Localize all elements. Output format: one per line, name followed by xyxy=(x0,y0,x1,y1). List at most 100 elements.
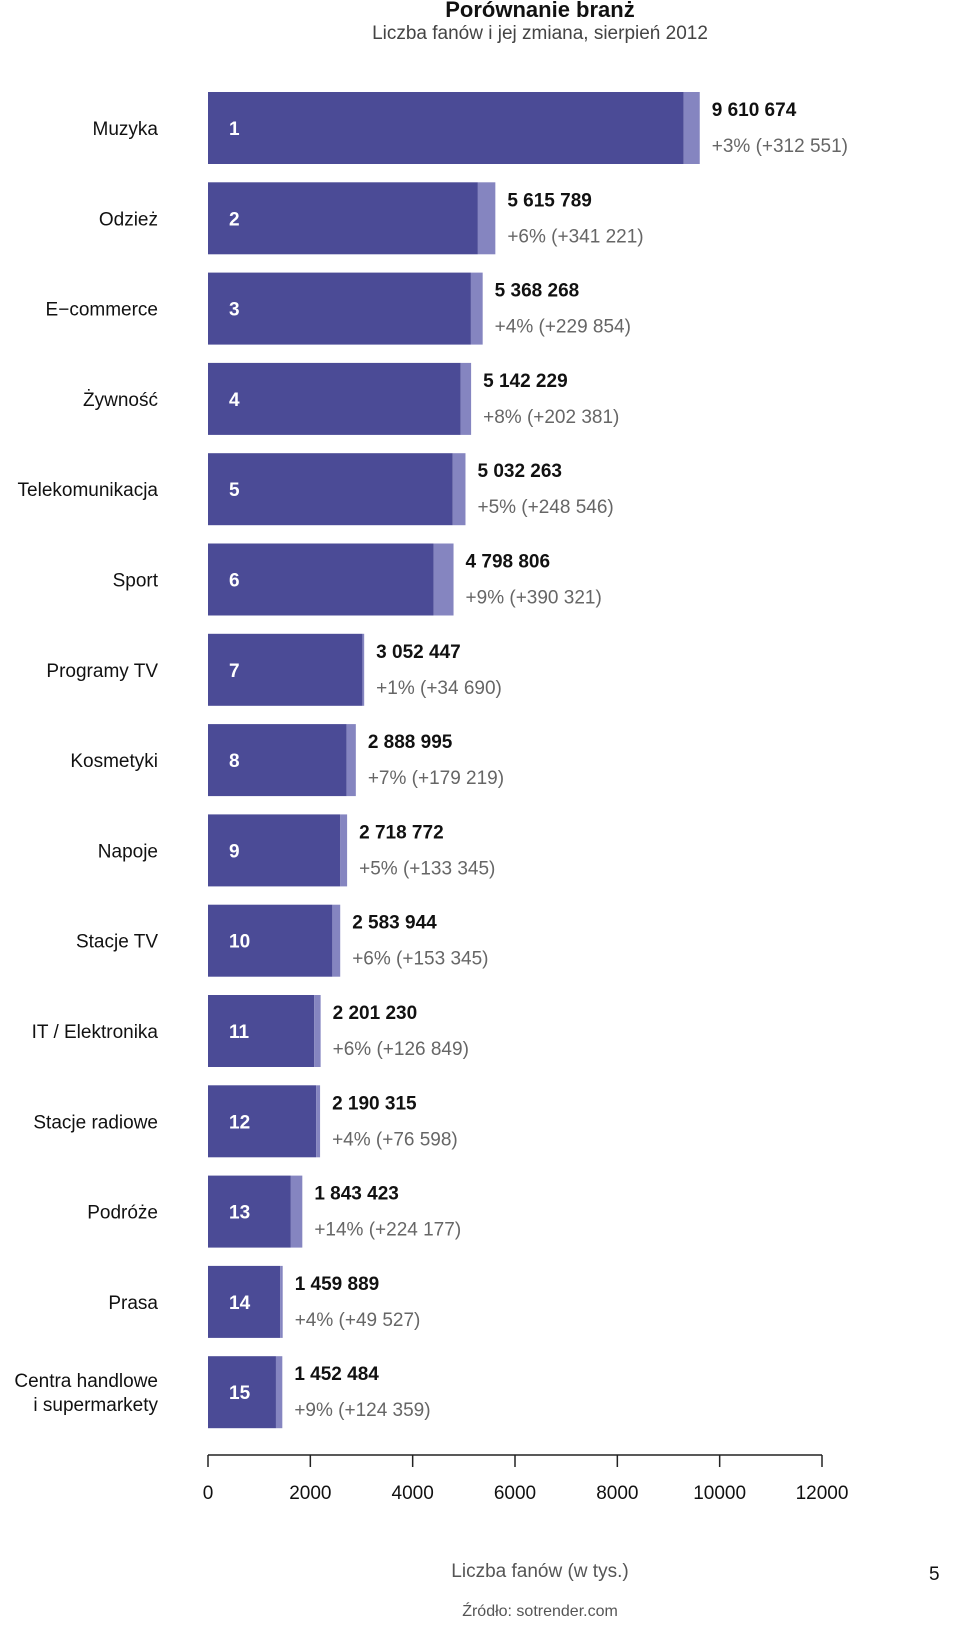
category-label: Odzież xyxy=(99,209,158,230)
bar-base xyxy=(208,995,315,1067)
rank-label: 7 xyxy=(229,661,240,682)
rank-label: 12 xyxy=(229,1112,250,1133)
chart-subtitle: Liczba fanów i jej zmiana, sierpień 2012 xyxy=(372,23,708,44)
bar-row: Żywność 4 5 142 229 +8% (+202 381) xyxy=(83,362,619,435)
change-value-label: +5% (+133 345) xyxy=(359,858,495,879)
x-axis-label: Liczba fanów (w tys.) xyxy=(451,1561,629,1582)
change-value-label: +6% (+341 221) xyxy=(507,226,643,247)
bar-row: IT / Elektronika 11 2 201 230 +6% (+126 849… xyxy=(32,995,469,1067)
bar-base xyxy=(208,633,363,706)
change-value-label: +4% (+76 598) xyxy=(332,1129,458,1150)
bar-base xyxy=(208,362,461,435)
category-label: Kosmetyki xyxy=(70,751,158,772)
rank-label: 6 xyxy=(229,571,240,592)
x-tick-label: 6000 xyxy=(494,1483,536,1504)
total-value-label: 2 190 315 xyxy=(332,1093,417,1114)
bar-growth xyxy=(452,453,466,526)
bar-growth xyxy=(280,1265,283,1338)
x-tick-label: 12000 xyxy=(796,1483,849,1504)
x-tick-label: 2000 xyxy=(289,1483,331,1504)
category-label: Muzyka xyxy=(93,119,159,140)
bar-base xyxy=(208,92,684,164)
bar-growth xyxy=(290,1175,303,1248)
bar-growth xyxy=(275,1356,283,1429)
change-value-label: +9% (+390 321) xyxy=(466,588,602,609)
category-label: Sport xyxy=(113,571,159,592)
source-note: Źródło: sotrender.com xyxy=(462,1603,618,1620)
category-label: Stacje TV xyxy=(76,932,158,953)
total-value-label: 1 843 423 xyxy=(314,1184,399,1205)
total-value-label: 2 888 995 xyxy=(368,732,453,753)
bar-row: Odzież 2 5 615 789 +6% (+341 221) xyxy=(99,182,644,255)
x-axis: 0 2000 4000 6000 8000 10000 12000 xyxy=(203,1454,849,1504)
bar-base xyxy=(208,182,478,255)
total-value-label: 1 452 484 xyxy=(294,1364,379,1385)
rank-label: 11 xyxy=(229,1022,250,1043)
bar-base xyxy=(208,1356,276,1429)
bar-base xyxy=(208,724,347,797)
bar-base xyxy=(208,814,341,887)
bar-growth xyxy=(332,904,341,977)
rank-label: 9 xyxy=(229,841,240,862)
bar-growth xyxy=(316,1085,321,1158)
category-label: Prasa xyxy=(108,1293,158,1314)
change-value-label: +7% (+179 219) xyxy=(368,768,504,789)
chart-title: Porównanie branż xyxy=(445,0,635,22)
total-value-label: 9 610 674 xyxy=(712,100,797,121)
bar-growth xyxy=(470,272,483,345)
total-value-label: 5 615 789 xyxy=(507,190,592,211)
category-label: Żywność xyxy=(83,390,158,411)
category-label: Programy TV xyxy=(46,661,158,682)
x-tick-label: 8000 xyxy=(596,1483,638,1504)
bar-row: Muzyka 1 9 610 674 +3% (+312 551) xyxy=(93,92,848,164)
rank-label: 8 xyxy=(229,751,240,772)
bar-row: Prasa 14 1 459 889 +4% (+49 527) xyxy=(108,1265,420,1338)
bar-row: Telekomunikacja 5 5 032 263 +5% (+248 546) xyxy=(18,453,614,526)
change-value-label: +3% (+312 551) xyxy=(712,136,848,157)
category-label: Napoje xyxy=(98,841,158,862)
page-number: 5 xyxy=(929,1564,940,1585)
rank-label: 10 xyxy=(229,932,250,953)
total-value-label: 2 583 944 xyxy=(352,913,437,934)
bar-growth xyxy=(314,995,321,1067)
bar-base xyxy=(208,1265,281,1338)
bar-base xyxy=(208,1175,291,1248)
total-value-label: 3 052 447 xyxy=(376,642,461,663)
category-label: Stacje radiowe xyxy=(33,1112,158,1133)
change-value-label: +8% (+202 381) xyxy=(483,407,619,428)
change-value-label: +4% (+229 854) xyxy=(495,317,631,338)
bar-row: Kosmetyki 8 2 888 995 +7% (+179 219) xyxy=(70,724,504,797)
rank-label: 1 xyxy=(229,119,240,140)
rank-label: 14 xyxy=(229,1293,251,1314)
category-label: Podróże xyxy=(87,1203,158,1224)
bar-row: Programy TV 7 3 052 447 +1% (+34 690) xyxy=(46,633,502,706)
rank-label: 15 xyxy=(229,1383,251,1404)
change-value-label: +14% (+224 177) xyxy=(314,1220,461,1241)
bar-row: E−commerce 3 5 368 268 +4% (+229 854) xyxy=(46,272,631,345)
bar-base xyxy=(208,1085,317,1158)
rank-label: 3 xyxy=(229,300,240,321)
rank-label: 4 xyxy=(229,390,240,411)
total-value-label: 5 032 263 xyxy=(477,461,562,482)
total-value-label: 1 459 889 xyxy=(295,1274,380,1295)
change-value-label: +6% (+126 849) xyxy=(333,1039,469,1060)
category-label: Telekomunikacja xyxy=(18,480,159,501)
change-value-label: +9% (+124 359) xyxy=(294,1400,430,1421)
bar-growth xyxy=(460,362,472,435)
bar-row: Stacje radiowe 12 2 190 315 +4% (+76 598) xyxy=(33,1085,458,1158)
bar-growth xyxy=(683,92,700,164)
rank-label: 2 xyxy=(229,209,240,230)
bar-growth xyxy=(477,182,496,255)
total-value-label: 2 201 230 xyxy=(333,1003,418,1024)
x-tick-label: 4000 xyxy=(392,1483,434,1504)
change-value-label: +6% (+153 345) xyxy=(352,949,488,970)
total-value-label: 2 718 772 xyxy=(359,822,444,843)
total-value-label: 5 142 229 xyxy=(483,371,568,392)
bars-layer: Muzyka 1 9 610 674 +3% (+312 551) Odzież 2 5 6… xyxy=(14,92,848,1429)
bar-base xyxy=(208,272,471,345)
rank-label: 13 xyxy=(229,1203,250,1224)
bar-row: Podróże 13 1 843 423 +14% (+224 177) xyxy=(87,1175,461,1248)
total-value-label: 5 368 268 xyxy=(495,281,580,302)
change-value-label: +1% (+34 690) xyxy=(376,678,502,699)
